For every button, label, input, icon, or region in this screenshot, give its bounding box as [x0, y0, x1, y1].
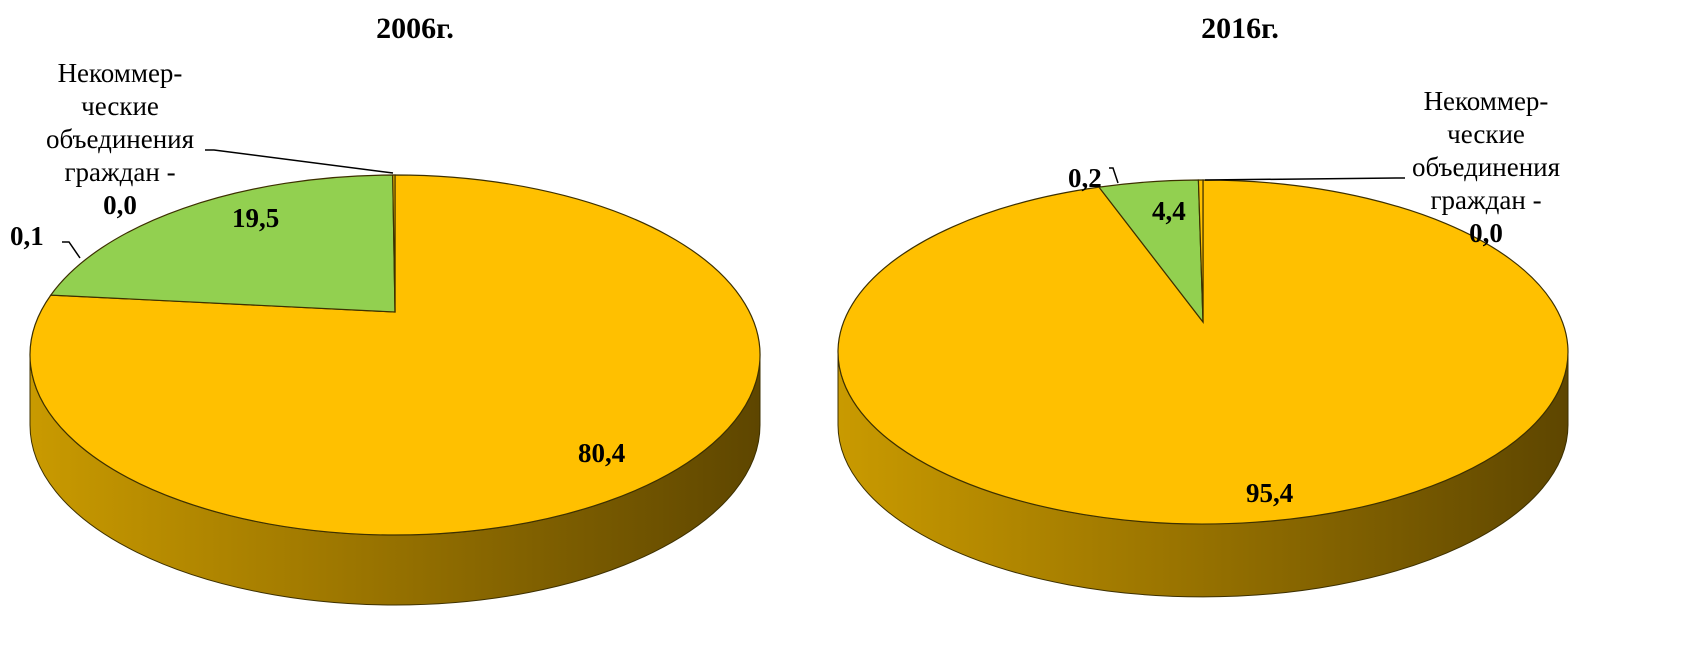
annotation-line-4: граждан - [1430, 185, 1541, 215]
annotation-value: 0,0 [1469, 218, 1503, 248]
data-label-0-1: 0,1 [10, 221, 44, 251]
pie-slice-0-1 [392, 174, 396, 313]
annotation-2006: Некоммер- ческие объединения граждан - 0… [46, 58, 394, 220]
data-label-80-4: 80,4 [578, 438, 625, 468]
pie-slices-2006 [29, 174, 761, 536]
annotation-2016: Некоммер- ческие объединения граждан - 0… [1204, 86, 1560, 248]
pie-slice-19-5 [49, 174, 396, 313]
chart-2016: 2016г. 4,4 95,4 0,2 Некоммер- ческие объ… [837, 12, 1569, 598]
annotation-line-3: объединения [46, 124, 194, 154]
pie-slices-2016 [837, 179, 1569, 525]
leader-line-annotation-2006 [205, 149, 394, 174]
data-label-4-4: 4,4 [1152, 196, 1186, 226]
annotation-line-1: Некоммер- [58, 58, 183, 88]
leader-line-0-2 [1109, 167, 1119, 184]
pie-slice-95-4 [837, 179, 1569, 525]
chart-2006: 2006г. 19,5 80,4 0,1 Некоммер- ческие об… [10, 12, 761, 606]
annotation-value: 0,0 [103, 190, 137, 220]
leader-line-annotation-2016 [1204, 177, 1405, 181]
annotation-line-2: ческие [81, 91, 159, 121]
pie-slice-0-2 [1197, 179, 1204, 323]
leader-line-0-1 [62, 241, 81, 259]
data-label-19-5: 19,5 [232, 203, 279, 233]
annotation-line-1: Некоммер- [1424, 86, 1549, 116]
data-label-0-2: 0,2 [1068, 163, 1102, 193]
annotation-line-4: граждан - [64, 157, 175, 187]
annotation-line-2: ческие [1447, 119, 1525, 149]
annotation-line-3: объединения [1412, 152, 1560, 182]
pie-slice-80-4 [29, 174, 761, 536]
chart-title-2016: 2016г. [1201, 12, 1279, 45]
data-label-95-4: 95,4 [1246, 478, 1293, 508]
chart-title-2006: 2006г. [376, 12, 454, 45]
